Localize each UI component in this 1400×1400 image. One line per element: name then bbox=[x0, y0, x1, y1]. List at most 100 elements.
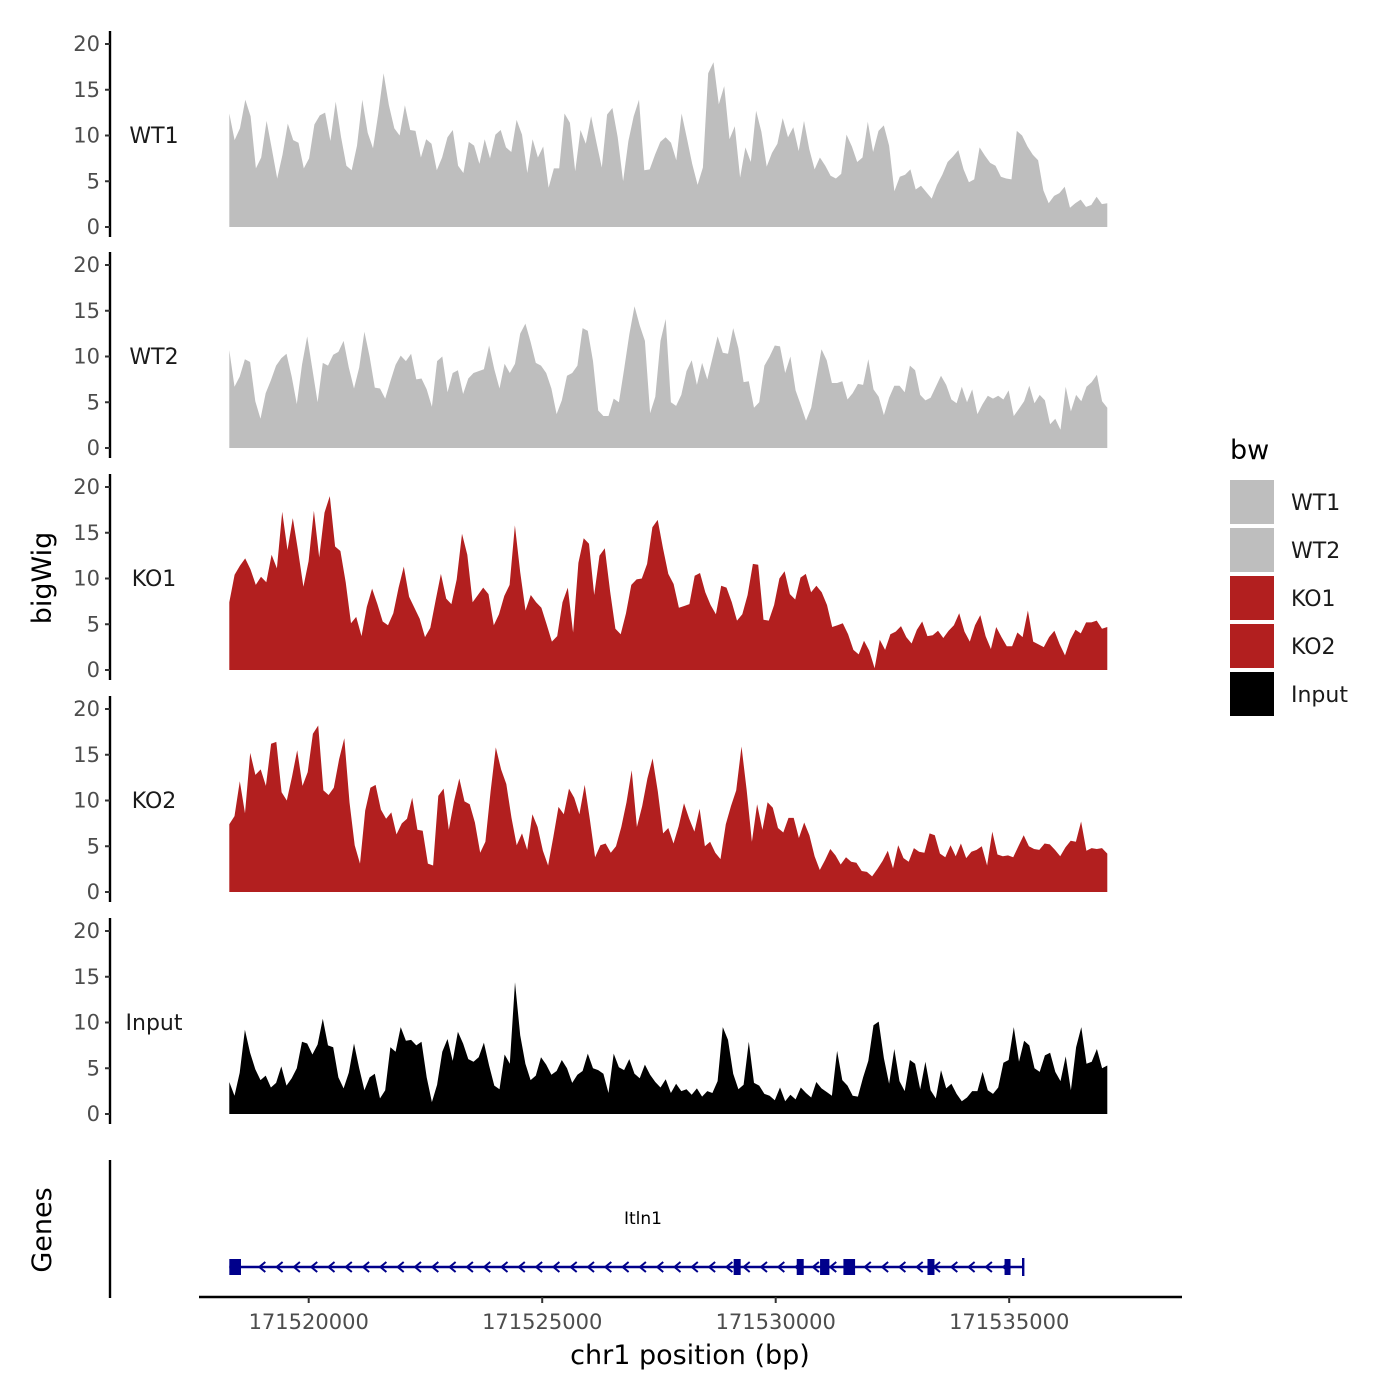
y-tick-label: 0 bbox=[87, 880, 100, 904]
signal-area-wt1 bbox=[229, 62, 1108, 227]
y-tick-label: 0 bbox=[87, 1102, 100, 1126]
x-axis: 171520000 171525000 171530000 171535000 bbox=[199, 1295, 1182, 1334]
strand-arrow bbox=[828, 1261, 837, 1273]
strand-arrow bbox=[534, 1261, 543, 1273]
track-input: 0 5 10 15 20 Input bbox=[73, 918, 1108, 1126]
strand-arrow bbox=[776, 1261, 785, 1273]
legend-title: bw bbox=[1230, 435, 1269, 466]
y-tick-label: 5 bbox=[87, 169, 100, 193]
track-label-wt1: WT1 bbox=[129, 124, 178, 149]
strand-arrow bbox=[811, 1261, 820, 1273]
track-wt2: 0 5 10 15 20 WT2 bbox=[73, 252, 1108, 460]
strand-arrow bbox=[378, 1261, 388, 1273]
signal-area-ko2 bbox=[229, 725, 1108, 892]
y-tick-label: 10 bbox=[73, 567, 100, 591]
y-tick-label: 10 bbox=[73, 345, 100, 369]
legend-label-ko2: KO2 bbox=[1291, 635, 1336, 660]
y-tick-label: 15 bbox=[73, 299, 100, 323]
legend-label-input: Input bbox=[1291, 683, 1348, 708]
strand-arrow bbox=[430, 1261, 439, 1273]
strand-arrow bbox=[967, 1261, 976, 1273]
track-ko1: 0 5 10 15 20 KO1 bbox=[73, 474, 1108, 682]
strand-arrow bbox=[742, 1261, 751, 1273]
strand-arrow bbox=[413, 1261, 422, 1273]
track-label-ko2: KO2 bbox=[132, 789, 177, 814]
legend-label-wt2: WT2 bbox=[1291, 539, 1340, 564]
track-wt1: 0 5 10 15 20 WT1 bbox=[73, 31, 1108, 239]
strand-arrow bbox=[603, 1261, 612, 1273]
exon-block bbox=[843, 1259, 856, 1275]
y-tick-label: 5 bbox=[87, 834, 100, 858]
y-tick-label: 0 bbox=[87, 436, 100, 460]
legend: bw WT1 WT2 KO1 KO2 Input bbox=[1230, 435, 1348, 716]
strand-arrow bbox=[361, 1261, 370, 1273]
legend-label-ko1: KO1 bbox=[1291, 587, 1336, 612]
track-ko2: 0 5 10 15 20 KO2 bbox=[73, 696, 1108, 904]
y-tick-label: 0 bbox=[87, 658, 100, 682]
y-tick-label: 5 bbox=[87, 612, 100, 636]
gene-label: Itln1 bbox=[624, 1209, 662, 1229]
strand-arrow bbox=[984, 1261, 993, 1273]
strand-arrow bbox=[569, 1261, 578, 1273]
strand-arrow bbox=[863, 1261, 872, 1273]
strand-arrow bbox=[517, 1261, 526, 1273]
legend-key-ko2 bbox=[1230, 624, 1274, 668]
strand-arrow bbox=[344, 1261, 353, 1273]
y-tick-label: 20 bbox=[73, 32, 100, 56]
strand-arrow bbox=[292, 1261, 301, 1273]
y-axis-title-bigwig: bigWig bbox=[27, 532, 58, 625]
strand-arrow bbox=[482, 1261, 491, 1273]
strand-arrow bbox=[465, 1261, 474, 1273]
strand-arrow bbox=[638, 1261, 647, 1273]
strand-arrow bbox=[396, 1261, 405, 1273]
exon-block bbox=[820, 1259, 830, 1275]
legend-label-wt1: WT1 bbox=[1291, 491, 1340, 516]
track-label-wt2: WT2 bbox=[129, 345, 178, 370]
strand-arrow bbox=[551, 1261, 561, 1273]
strand-arrow bbox=[499, 1261, 509, 1273]
strand-arrow bbox=[915, 1261, 924, 1273]
exon-block bbox=[1004, 1259, 1011, 1275]
y-tick-label: 10 bbox=[73, 1011, 100, 1035]
legend-key-ko1 bbox=[1230, 576, 1274, 620]
y-tick-label: 10 bbox=[73, 789, 100, 813]
strand-arrow bbox=[880, 1261, 889, 1273]
bigwig-tracks: 0 5 10 15 20 WT1 0 5 10 15 20 WT2 0 5 10 15 20 KO1 0 5 10 15 2… bbox=[73, 31, 1108, 1126]
strand-arrow bbox=[309, 1261, 318, 1273]
y-tick-label: 20 bbox=[73, 919, 100, 943]
y-tick-label: 20 bbox=[73, 475, 100, 499]
strand-arrow bbox=[326, 1261, 336, 1273]
y-tick-label: 15 bbox=[73, 78, 100, 102]
strand-arrow bbox=[275, 1261, 284, 1273]
y-tick-label: 20 bbox=[73, 253, 100, 277]
x-tick-label: 171535000 bbox=[949, 1310, 1069, 1334]
strand-arrow bbox=[586, 1261, 595, 1273]
y-tick-label: 15 bbox=[73, 965, 100, 989]
legend-key-input bbox=[1230, 672, 1274, 716]
y-axis-title-genes: Genes bbox=[27, 1187, 58, 1272]
signal-area-input bbox=[229, 982, 1108, 1114]
gene-track: Itln1 bbox=[108, 1160, 1025, 1298]
exon-block bbox=[796, 1259, 804, 1275]
y-tick-label: 0 bbox=[87, 215, 100, 239]
signal-area-wt2 bbox=[229, 306, 1108, 448]
strand-arrow bbox=[949, 1261, 958, 1273]
x-tick-label: 171520000 bbox=[249, 1310, 369, 1334]
signal-area-ko1 bbox=[229, 496, 1108, 670]
y-tick-label: 20 bbox=[73, 697, 100, 721]
exon-block bbox=[733, 1259, 741, 1275]
strand-arrow bbox=[655, 1261, 664, 1273]
strand-arrow bbox=[897, 1261, 907, 1273]
x-axis-title: chr1 position (bp) bbox=[570, 1340, 810, 1371]
strand-arrow bbox=[759, 1261, 768, 1273]
strand-arrow bbox=[257, 1261, 266, 1273]
track-label-ko1: KO1 bbox=[132, 567, 177, 592]
strand-arrow bbox=[672, 1261, 682, 1273]
legend-key-wt2 bbox=[1230, 528, 1274, 572]
x-tick-label: 171530000 bbox=[716, 1310, 836, 1334]
strand-arrow bbox=[707, 1261, 716, 1273]
strand-arrow bbox=[621, 1261, 630, 1273]
exon-block bbox=[927, 1259, 935, 1275]
legend-key-wt1 bbox=[1230, 480, 1274, 524]
